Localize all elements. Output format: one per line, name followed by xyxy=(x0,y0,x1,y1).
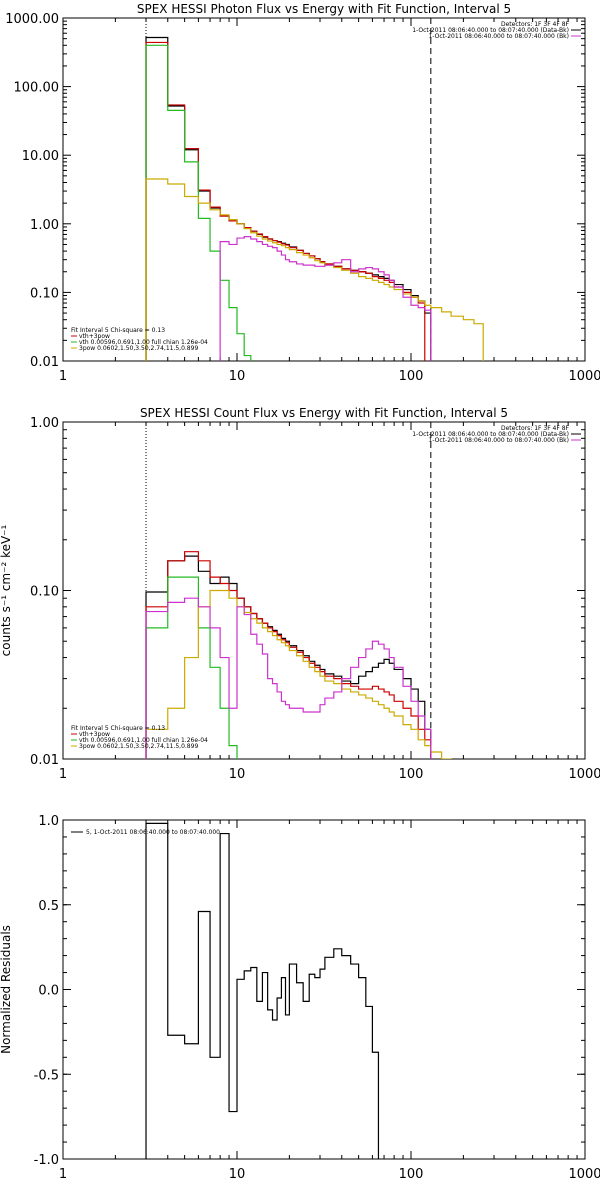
series-vth-3pow xyxy=(145,41,426,361)
x-tick-label: 1000 xyxy=(568,1167,600,1182)
series-normalized-residuals xyxy=(145,822,380,1159)
x-tick-label: 10 xyxy=(229,1167,246,1182)
legend-top-text: Detectors: 1F 3F 4F 8F xyxy=(501,425,570,432)
series-group xyxy=(145,551,452,759)
legend-bottom-text: 3pow 0.0602,1.50,3.50,2.74,11.5,0.899 xyxy=(79,345,198,352)
y-tick-label: 0.5 xyxy=(38,899,59,914)
legend-bottom-text: vth+3pow xyxy=(79,333,110,340)
x-tick-label: 10 xyxy=(229,369,246,384)
legend-bottom-text: vth 0.00596,0.691,1.00 full chian 1.26e-… xyxy=(79,737,208,744)
plot-frame xyxy=(62,421,586,760)
legend-top-text: 5, 1-Oct-2011 08:06:40.000 to 08:07:40.0… xyxy=(86,829,220,836)
x-tick-label: 100 xyxy=(399,767,424,782)
x-tick-label: 1 xyxy=(59,767,67,782)
x-tick-label: 100 xyxy=(399,369,424,384)
plot-frame xyxy=(62,17,586,362)
legend-bottom-text: vth+3pow xyxy=(79,731,110,738)
y-tick-label: 10.00 xyxy=(22,149,59,164)
y-tick-label: 0.01 xyxy=(30,753,59,768)
y-tick-label: 100.00 xyxy=(14,81,60,96)
y-axis-label: Normalized Residuals xyxy=(0,925,13,1054)
y-tick-label: 1000.00 xyxy=(5,12,59,27)
chart-title: SPEX HESSI Photon Flux vs Energy with Fi… xyxy=(137,2,511,16)
legend-top-text: 1-Oct-2011 08:06:40.000 to 08:07:40.000 … xyxy=(429,437,570,444)
x-tick-label: 100 xyxy=(399,1167,424,1182)
residuals-chart: Normalized Residuals 1 10 100 1000 -1.0 -0.5 0.… xyxy=(0,814,600,1182)
plot-frame xyxy=(62,819,586,1160)
legend-top-text: 1-Oct-2011 08:06:40.000 to 08:07:40.000 … xyxy=(412,431,569,438)
legend-top-text: 1-Oct-2011 08:06:40.000 to 08:07:40.000 … xyxy=(412,27,569,34)
legend-bottom-text: Fit Interval 5 Chi-square = 0.13 xyxy=(71,327,165,334)
x-tick-label: 1 xyxy=(59,369,67,384)
series-3pow xyxy=(145,178,484,361)
series-bk xyxy=(145,597,432,759)
series-bk xyxy=(219,236,432,361)
series-3pow xyxy=(145,589,452,759)
y-tick-label: 0.10 xyxy=(30,585,59,600)
chart-title: SPEX HESSI Count Flux vs Energy with Fit… xyxy=(140,406,508,420)
legend-top-text: 1-Oct-2011 08:06:40.000 to 08:07:40.000 … xyxy=(429,33,570,40)
series-group xyxy=(145,822,380,1159)
legend-bottom-text: 3pow 0.0602,1.50,3.50,2.74,11.5,0.899 xyxy=(79,743,198,750)
series-group xyxy=(145,36,484,361)
y-tick-label: 1.00 xyxy=(30,218,59,233)
legend-top-text: Detectors: 1F 3F 4F 8F xyxy=(501,21,570,28)
x-tick-label: 1000 xyxy=(568,767,600,782)
series-vth-3pow xyxy=(145,551,432,759)
x-tick-label: 1 xyxy=(59,1167,67,1182)
y-tick-label: 1.0 xyxy=(38,814,59,829)
series-vth xyxy=(145,576,238,759)
photon-flux-chart: SPEX HESSI Photon Flux vs Energy with Fi… xyxy=(5,2,600,384)
y-tick-label: 0.0 xyxy=(38,984,59,999)
x-tick-label: 10 xyxy=(229,767,246,782)
count-flux-chart: SPEX HESSI Count Flux vs Energy with Fit… xyxy=(0,406,600,782)
y-tick-label: 0.10 xyxy=(30,286,59,301)
y-tick-label: -0.5 xyxy=(34,1068,59,1083)
y-tick-label: 1.00 xyxy=(30,416,59,431)
series-data-bk xyxy=(145,555,432,759)
x-tick-label: 1000 xyxy=(568,369,600,384)
y-tick-label: -1.0 xyxy=(34,1153,59,1168)
y-axis-label: counts s⁻¹ cm⁻² keV⁻¹ xyxy=(0,524,13,656)
y-tick-label: 0.01 xyxy=(30,355,59,370)
series-data-bk xyxy=(145,36,432,361)
legend-bottom-text: vth 0.00596,0.691,1.00 full chian 1.26e-… xyxy=(79,339,208,346)
legend-bottom-text: Fit Interval 5 Chi-square = 0.13 xyxy=(71,725,165,732)
